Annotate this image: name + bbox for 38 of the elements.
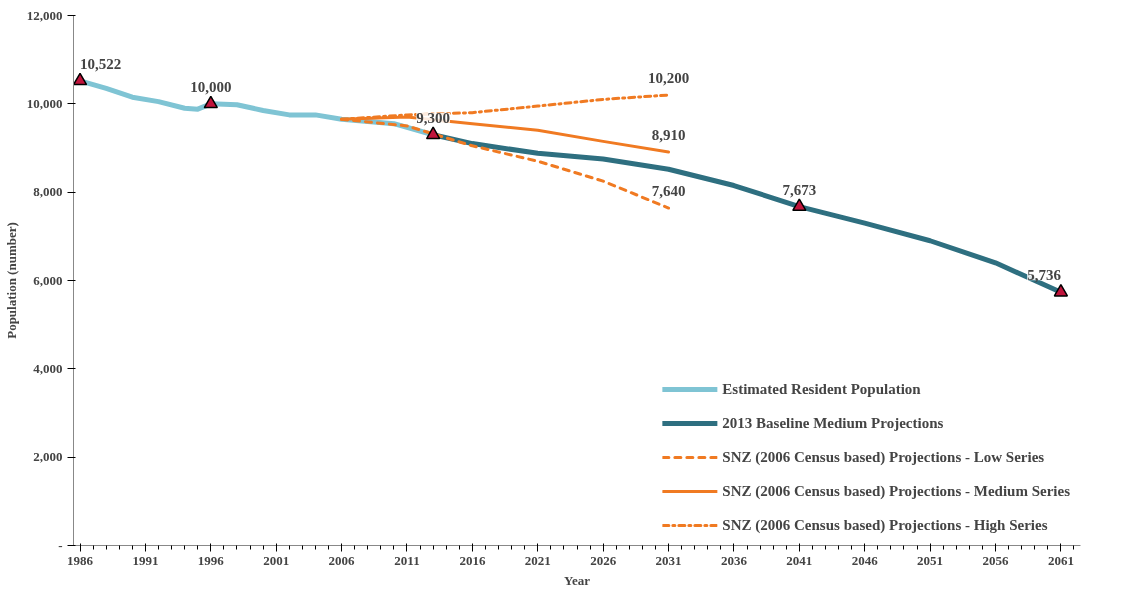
x-tick-label: 2006 — [328, 552, 356, 568]
y-tick-label: 12,000 — [26, 7, 63, 23]
data-label: 5,736 — [1027, 267, 1062, 284]
y-tick-label: 2,000 — [33, 449, 63, 465]
x-tick-label: 2036 — [720, 552, 748, 568]
x-tick-label: 2046 — [851, 552, 879, 568]
x-tick-label: 2056 — [982, 552, 1009, 568]
legend-label: SNZ (2006 Census based) Projections - Low Series — [722, 448, 1045, 466]
legend-label: SNZ (2006 Census based) Projections - High Series — [722, 516, 1048, 534]
x-tick-label: 2016 — [459, 552, 486, 568]
legend-label: Estimated Resident Population — [722, 380, 921, 398]
data-label: 8,910 — [651, 126, 686, 143]
x-tick-label: 2021 — [524, 552, 551, 568]
y-tick-label: 6,000 — [33, 272, 63, 288]
x-tick-label: 2026 — [590, 552, 617, 568]
y-axis-title: Population (number) — [3, 222, 19, 339]
x-tick-label: 2051 — [917, 552, 944, 568]
data-label: 10,200 — [647, 70, 690, 86]
x-tick-label: 2031 — [655, 552, 682, 568]
y-tick-label: 10,000 — [26, 95, 63, 111]
data-label: 10,000 — [190, 78, 232, 95]
data-label: 9,300 — [416, 109, 451, 126]
legend-label: 2013 Baseline Medium Projections — [722, 414, 944, 432]
data-label: 7,640 — [651, 183, 686, 200]
data-label: 10,522 — [80, 55, 122, 72]
x-tick-label: 1986 — [67, 552, 94, 568]
y-tick-label: - — [58, 537, 63, 553]
x-tick-label: 2001 — [263, 552, 290, 568]
y-tick-label: 4,000 — [33, 360, 63, 376]
x-tick-label: 1991 — [132, 552, 159, 568]
y-tick-label: 8,000 — [33, 184, 63, 200]
x-tick-label: 2041 — [786, 552, 813, 568]
data-label: 7,673 — [782, 181, 817, 198]
x-tick-label: 2061 — [1047, 552, 1074, 568]
x-axis-title: Year — [564, 572, 591, 588]
x-tick-label: 2011 — [394, 552, 420, 568]
legend-label: SNZ (2006 Census based) Projections - Medium Series — [722, 482, 1070, 500]
x-tick-label: 1996 — [197, 552, 225, 568]
